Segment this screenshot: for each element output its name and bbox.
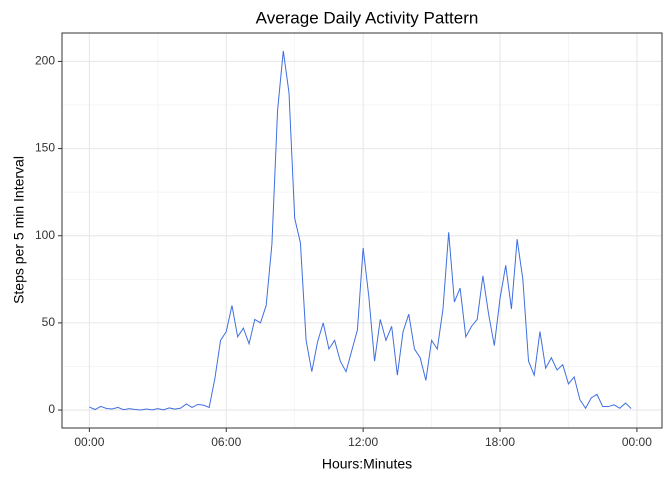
x-axis-label: Hours:Minutes — [322, 456, 412, 472]
x-tick-label: 18:00 — [485, 435, 515, 449]
x-tick-label: 12:00 — [348, 435, 378, 449]
chart-title: Average Daily Activity Pattern — [256, 8, 479, 27]
x-tick-label: 00:00 — [622, 435, 652, 449]
y-tick-label: 200 — [35, 54, 55, 68]
y-tick-label: 50 — [42, 315, 56, 329]
panel-border — [61, 32, 663, 429]
y-tick-label: 100 — [35, 228, 55, 242]
y-tick-label: 0 — [48, 402, 55, 416]
x-tick-label: 00:00 — [74, 435, 104, 449]
x-tick-label: 06:00 — [211, 435, 241, 449]
y-axis-label: Steps per 5 min Interval — [11, 156, 27, 304]
data-line — [89, 50, 632, 411]
y-tick-label: 150 — [35, 141, 55, 155]
